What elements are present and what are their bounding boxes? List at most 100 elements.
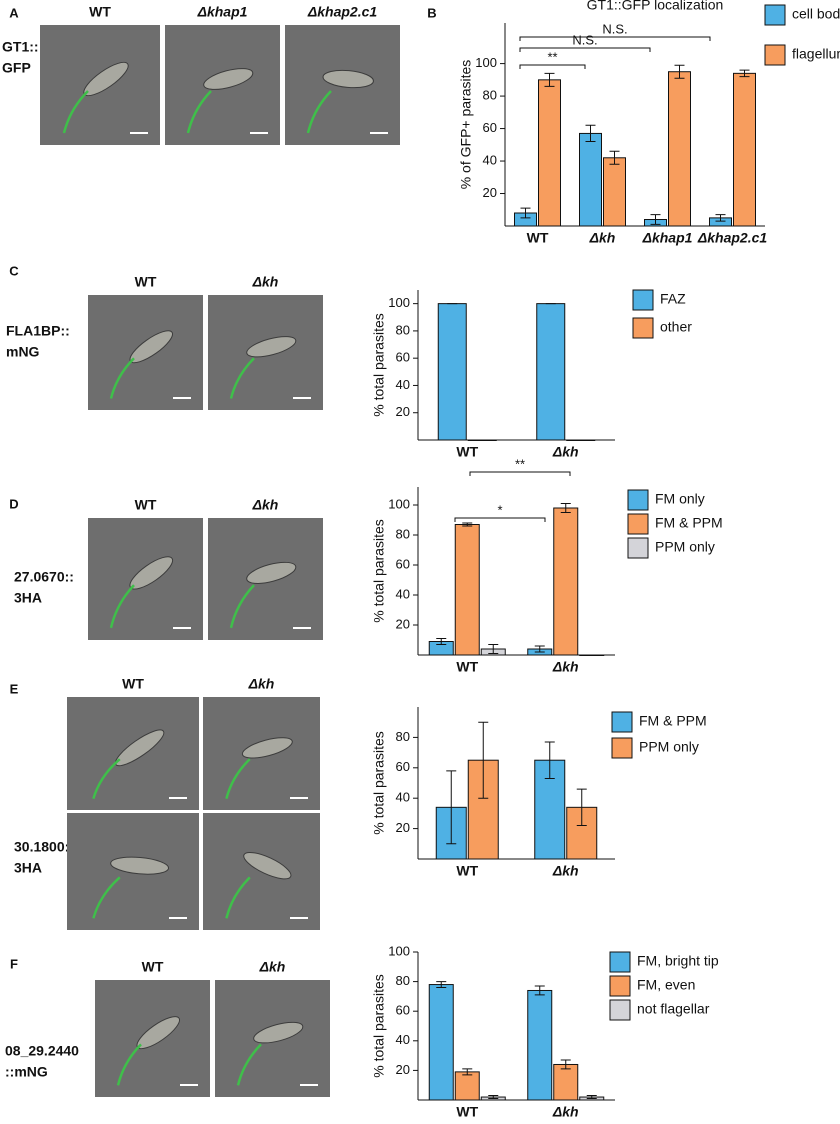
significance-label: * xyxy=(497,502,502,517)
y-tick-label: 60 xyxy=(396,1003,410,1018)
legend-swatch xyxy=(627,513,649,535)
significance-label: ** xyxy=(547,49,557,64)
cell-body xyxy=(110,856,170,875)
x-tick-label: Δkh xyxy=(552,863,579,879)
error-bar xyxy=(586,1095,597,1100)
legend-label: PPM only xyxy=(655,539,715,555)
image-label: Δkh xyxy=(259,959,286,975)
y-tick-label: 80 xyxy=(396,729,410,744)
x-tick-label: Δkh xyxy=(552,1104,579,1120)
micrograph xyxy=(165,25,280,145)
cell-body xyxy=(243,851,292,880)
y-tick-label: 100 xyxy=(388,943,410,958)
x-tick-label: WT xyxy=(456,659,478,675)
panel-letter: E xyxy=(10,681,19,696)
legend-swatch xyxy=(632,289,654,311)
y-tick-label: 20 xyxy=(396,616,410,631)
y-tick-label: 100 xyxy=(475,55,497,70)
bar xyxy=(579,132,602,227)
error-bar xyxy=(462,522,473,527)
panel-letter: F xyxy=(10,956,18,971)
legend-label: PPM only xyxy=(639,739,699,755)
error-bar xyxy=(462,1068,473,1076)
error-bar xyxy=(534,985,545,996)
chart-title: GT1::GFP localization xyxy=(587,0,724,13)
micrograph xyxy=(208,295,323,410)
image-label: Δkhap2.c1 xyxy=(307,4,378,20)
y-tick-label: 60 xyxy=(483,120,497,135)
y-tick-label: 20 xyxy=(396,820,410,835)
bar xyxy=(527,989,553,1101)
error-bar xyxy=(436,638,447,645)
micrograph xyxy=(88,518,203,640)
significance-bracket xyxy=(519,36,711,41)
bar xyxy=(437,303,467,441)
bar xyxy=(668,71,691,227)
error-bar xyxy=(585,124,596,143)
cell-body xyxy=(322,69,374,89)
flagellum xyxy=(225,758,251,800)
y-axis-label: % total parasites xyxy=(371,313,387,417)
significance-label: N.S. xyxy=(602,21,627,36)
row-label: 3HA xyxy=(14,590,42,606)
x-tick-label: Δkh xyxy=(589,230,616,246)
bar xyxy=(553,1063,579,1101)
flagellum xyxy=(236,1043,262,1086)
legend-label: FM, bright tip xyxy=(637,953,719,969)
legend-swatch xyxy=(609,951,631,973)
y-tick-label: 40 xyxy=(396,1032,410,1047)
image-label: WT xyxy=(122,676,144,692)
row-label: 3HA xyxy=(14,860,42,876)
micrograph xyxy=(203,697,320,810)
image-label: WT xyxy=(89,4,111,20)
error-bar xyxy=(560,1059,571,1070)
image-label: Δkhap1 xyxy=(197,4,248,20)
flagellum xyxy=(229,357,255,399)
flagellum xyxy=(92,758,121,800)
bar xyxy=(553,507,579,656)
y-axis-label: % total parasites xyxy=(371,731,387,835)
y-tick-label: 60 xyxy=(396,556,410,571)
x-tick-label: WT xyxy=(456,1104,478,1120)
micrograph xyxy=(203,813,320,930)
cell-body xyxy=(114,729,165,767)
x-tick-label: Δkh xyxy=(552,444,579,460)
legend-label: flagellum xyxy=(792,46,840,62)
y-axis-label: % total parasites xyxy=(371,519,387,623)
flagellum xyxy=(306,90,332,134)
error-bar xyxy=(650,214,661,225)
legend-swatch xyxy=(632,317,654,339)
legend-label: cell body xyxy=(792,6,840,22)
bar xyxy=(454,1071,480,1101)
micrograph xyxy=(88,295,203,410)
row-label: FLA1BP:: xyxy=(6,323,70,339)
flagellum xyxy=(229,584,255,629)
y-tick-label: 20 xyxy=(396,1062,410,1077)
image-label: Δkh xyxy=(248,676,275,692)
bar xyxy=(454,524,480,656)
flagellum xyxy=(92,876,121,919)
legend-label: FM, even xyxy=(637,977,695,993)
legend-swatch xyxy=(764,4,786,26)
error-bar xyxy=(544,72,555,87)
image-label: Δkh xyxy=(252,497,279,513)
micrograph xyxy=(67,813,199,930)
y-tick-label: 20 xyxy=(483,185,497,200)
row-label: ::mNG xyxy=(5,1064,48,1080)
flagellum xyxy=(116,1043,142,1086)
x-tick-label: WT xyxy=(456,863,478,879)
significance-bracket xyxy=(519,47,651,52)
y-tick-label: 60 xyxy=(396,759,410,774)
x-tick-label: Δkhap2.c1 xyxy=(697,230,768,246)
error-bar xyxy=(674,64,685,79)
y-tick-label: 40 xyxy=(483,152,497,167)
bar xyxy=(733,72,756,227)
y-tick-label: 80 xyxy=(396,973,410,988)
panel-letter: B xyxy=(427,5,436,20)
y-tick-label: 60 xyxy=(396,350,410,365)
micrograph xyxy=(95,980,210,1097)
error-bar xyxy=(488,644,499,654)
significance-label: N.S. xyxy=(572,32,597,47)
row-label: GT1:: xyxy=(2,39,39,55)
